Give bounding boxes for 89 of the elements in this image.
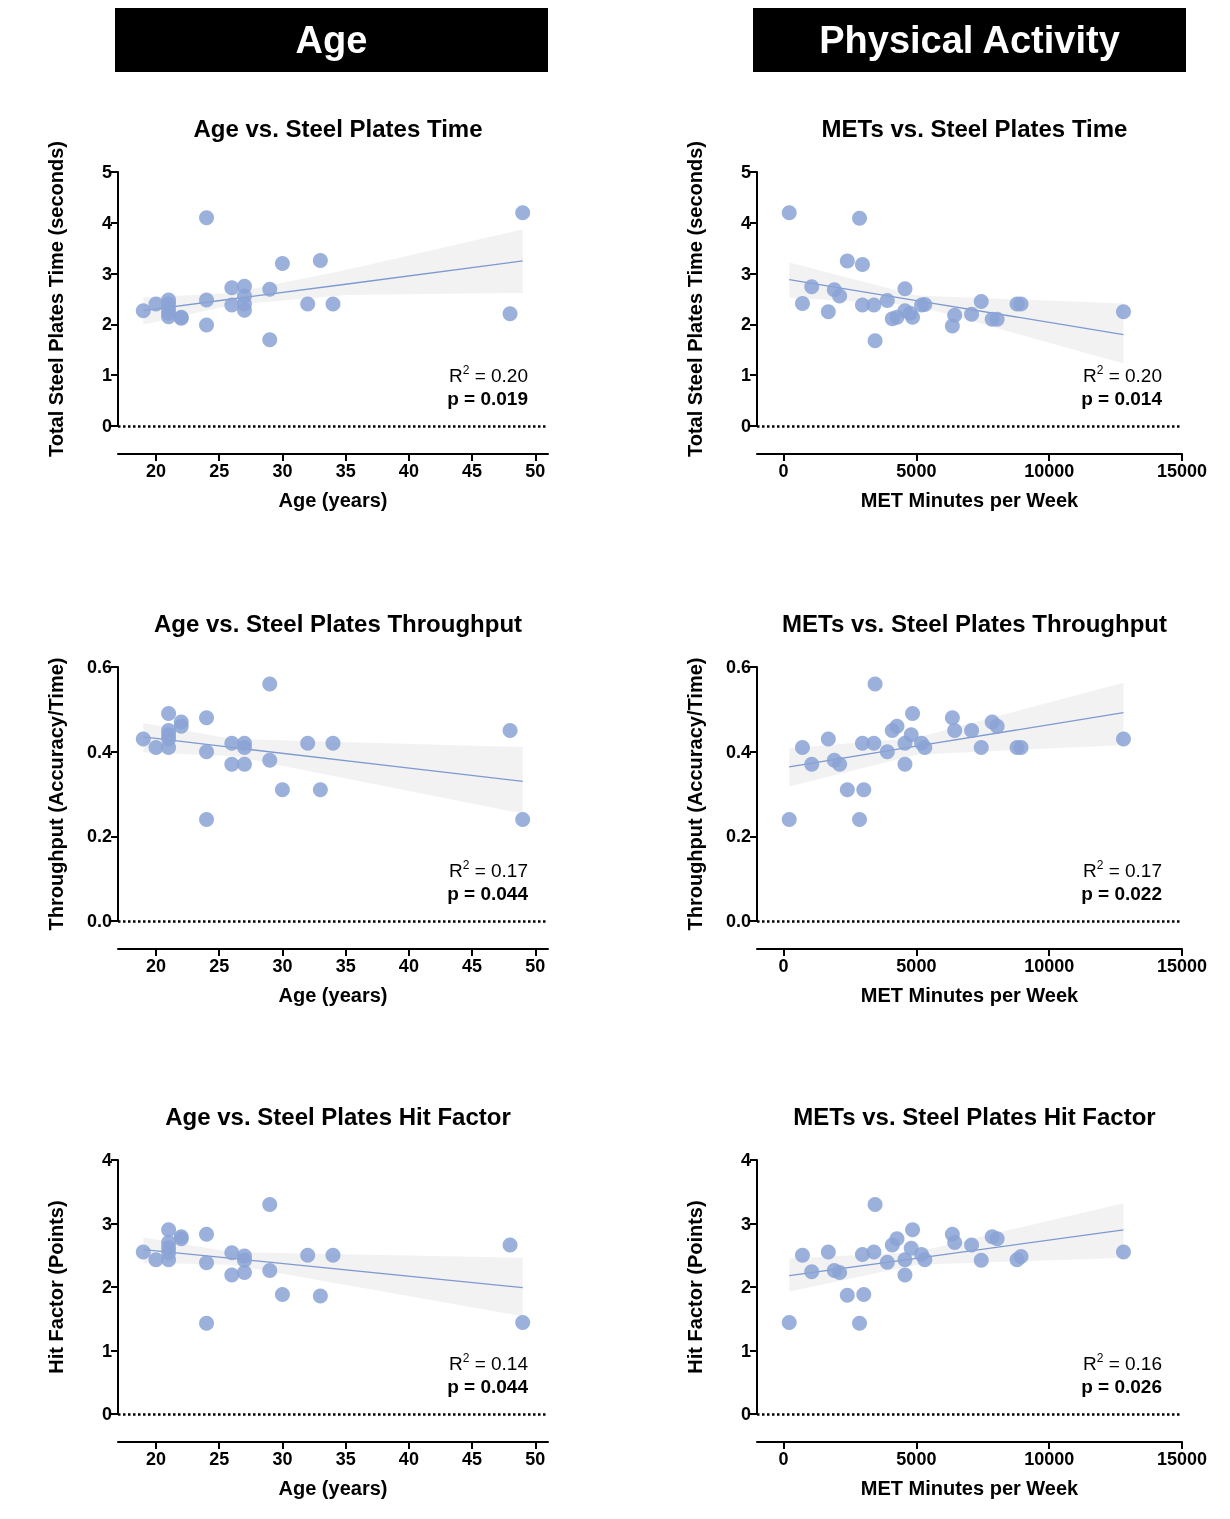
y-tick-label: 1 <box>101 1340 112 1361</box>
x-tick-label: 0 <box>778 1449 789 1469</box>
x-tick-label: 10000 <box>1024 461 1075 481</box>
chart-title: METs vs. Steel Plates Hit Factor <box>793 1102 1156 1130</box>
y-tick-label: 3 <box>740 263 751 284</box>
x-tick-label: 35 <box>335 956 356 976</box>
x-tick-label: 25 <box>209 461 230 481</box>
y-tick-label: 2 <box>740 314 751 335</box>
x-tick-label: 10000 <box>1024 1449 1075 1469</box>
chart-title: Age vs. Steel Plates Time <box>193 114 483 142</box>
y-tick-label: 0.4 <box>725 741 751 762</box>
x-tick-label: 45 <box>462 1449 483 1469</box>
x-axis-title: MET Minutes per Week <box>860 1477 1080 1499</box>
y-axis-title: Total Steel Plates Time (seconds) <box>45 140 67 458</box>
y-tick-label: 3 <box>101 1213 112 1234</box>
annotation: p = 0.019 <box>447 388 529 409</box>
y-tick-label: 3 <box>740 1213 751 1234</box>
x-tick-label: 20 <box>145 956 166 976</box>
y-tick-label: 0 <box>740 1404 751 1424</box>
x-tick-label: 25 <box>209 956 230 976</box>
x-tick-label: 20 <box>145 1449 166 1469</box>
y-tick-label: 0.0 <box>725 911 751 931</box>
annotation: p = 0.044 <box>447 883 529 904</box>
y-axis-title: Hit Factor (Points) <box>45 1200 67 1374</box>
x-axis-title: MET Minutes per Week <box>860 984 1080 1006</box>
chart-title: METs vs. Steel Plates Time <box>821 114 1128 142</box>
x-tick-label: 50 <box>525 1449 546 1469</box>
y-tick-label: 0.6 <box>725 657 751 677</box>
annotation: p = 0.026 <box>1081 1376 1163 1397</box>
chart-title: Age vs. Steel Plates Throughput <box>153 609 523 637</box>
y-axis-title: Throughput (Accuracy/Time) <box>45 657 67 931</box>
x-tick-label: 15000 <box>1156 956 1208 976</box>
x-tick-label: 20 <box>145 461 166 481</box>
x-axis-title: Age (years) <box>278 984 388 1006</box>
annotation: p = 0.044 <box>447 1376 529 1397</box>
y-tick-label: 0.6 <box>86 657 112 677</box>
y-axis-title: Hit Factor (Points) <box>684 1200 706 1374</box>
x-tick-label: 35 <box>335 461 356 481</box>
y-axis-title: Throughput (Accuracy/Time) <box>684 657 706 931</box>
x-tick-label: 45 <box>462 461 483 481</box>
y-tick-label: 0 <box>101 1404 112 1424</box>
y-tick-label: 0 <box>101 416 112 436</box>
y-tick-label: 0.2 <box>725 826 751 847</box>
y-tick-label: 5 <box>101 162 112 182</box>
x-axis-title: Age (years) <box>278 489 388 511</box>
y-tick-label: 4 <box>740 1150 751 1170</box>
y-tick-label: 4 <box>101 1150 112 1170</box>
x-axis-title: MET Minutes per Week <box>860 489 1080 511</box>
x-tick-label: 30 <box>272 461 293 481</box>
x-tick-label: 5000 <box>896 1449 937 1469</box>
x-tick-label: 40 <box>398 461 419 481</box>
x-tick-label: 45 <box>462 956 483 976</box>
x-tick-label: 40 <box>398 1449 419 1469</box>
x-axis-title: Age (years) <box>278 1477 388 1499</box>
text: Age <box>295 19 368 61</box>
x-tick-label: 50 <box>525 956 546 976</box>
x-tick-label: 10000 <box>1024 956 1075 976</box>
y-tick-label: 0.2 <box>86 826 112 847</box>
x-tick-label: 40 <box>398 956 419 976</box>
x-tick-label: 5000 <box>896 461 937 481</box>
y-tick-label: 5 <box>740 162 751 182</box>
x-tick-label: 50 <box>525 461 546 481</box>
chart-title: METs vs. Steel Plates Throughput <box>782 609 1167 637</box>
x-tick-label: 5000 <box>896 956 937 976</box>
x-tick-label: 15000 <box>1156 461 1208 481</box>
x-tick-label: 25 <box>209 1449 230 1469</box>
y-tick-label: 0 <box>740 416 751 436</box>
y-tick-label: 3 <box>101 263 112 284</box>
x-tick-label: 0 <box>778 461 789 481</box>
x-tick-label: 30 <box>272 956 293 976</box>
x-tick-label: 30 <box>272 1449 293 1469</box>
y-tick-label: 2 <box>740 1277 751 1297</box>
x-tick-label: 35 <box>335 1449 356 1469</box>
y-axis-title: Total Steel Plates Time (seconds) <box>684 140 706 458</box>
x-tick-label: 0 <box>778 956 789 976</box>
y-tick-label: 4 <box>101 212 112 233</box>
y-tick-label: 1 <box>740 365 751 386</box>
x-tick-label: 15000 <box>1156 1449 1208 1469</box>
y-tick-label: 4 <box>740 212 751 233</box>
y-tick-label: 2 <box>101 1277 112 1297</box>
y-tick-label: 1 <box>101 365 112 386</box>
annotation: p = 0.014 <box>1081 388 1163 409</box>
text: Physical Activity <box>819 19 1120 61</box>
chart-title: Age vs. Steel Plates Hit Factor <box>165 1102 511 1130</box>
y-tick-label: 1 <box>740 1340 751 1361</box>
annotation: p = 0.022 <box>1081 883 1163 904</box>
y-tick-label: 0.0 <box>86 911 112 931</box>
y-tick-label: 0.4 <box>86 741 112 762</box>
y-tick-label: 2 <box>101 314 112 335</box>
